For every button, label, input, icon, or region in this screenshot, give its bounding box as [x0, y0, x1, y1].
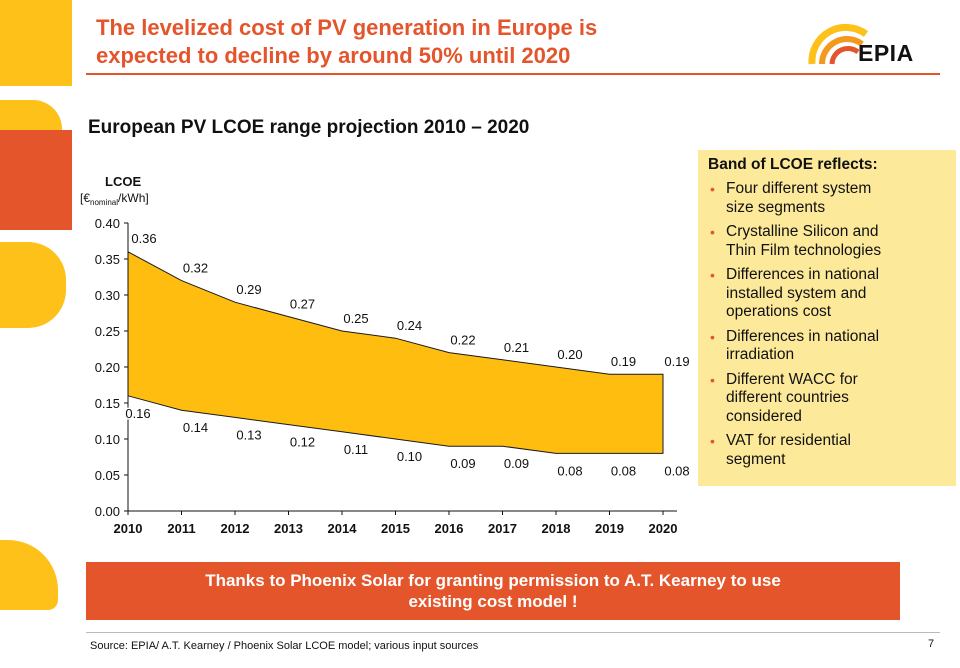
deco-yellow-block-2	[0, 242, 66, 328]
upper-data-label: 0.22	[450, 333, 475, 348]
x-tick-label: 2012	[221, 521, 250, 536]
page-number: 7	[928, 638, 935, 650]
info-item-installed-cost: Differences in national installed system…	[708, 266, 946, 322]
x-tick-label: 2010	[114, 521, 143, 536]
info-item-line: Thin Film technologies	[726, 241, 882, 259]
y-tick-label: 0.25	[95, 324, 120, 339]
deco-orange-block	[0, 130, 72, 230]
chart-title: European PV LCOE range projection 2010 –…	[88, 117, 530, 138]
info-box-heading: Band of LCOE reflects:	[708, 156, 878, 173]
y-tick-label: 0.05	[95, 468, 120, 483]
acknowledgement-banner: Thanks to Phoenix Solar for granting per…	[86, 562, 900, 620]
x-tick-label: 2011	[167, 521, 195, 536]
logo-arc-inner-icon	[829, 46, 860, 65]
lower-data-label: 0.09	[450, 456, 475, 471]
upper-data-label: 0.19	[664, 354, 689, 369]
banner-line-2: existing cost model !	[408, 592, 578, 611]
lower-data-label: 0.16	[125, 406, 150, 421]
x-tick-label: 2019	[595, 521, 624, 536]
info-item-line: Differences in national	[726, 327, 880, 345]
y-tick-label: 0.30	[95, 288, 120, 303]
lower-data-label: 0.10	[397, 449, 422, 464]
slide-title-line-1: The levelized cost of PV generation in E…	[96, 15, 598, 40]
y-axis-unit-suffix: /kWh]	[118, 191, 149, 205]
y-tick-label: 0.35	[95, 252, 120, 267]
info-item-line: irradiation	[726, 346, 795, 363]
info-item-line: Four different system	[726, 180, 872, 197]
x-tick-label: 2018	[542, 521, 571, 536]
y-axis-unit: [€nominal/kWh]	[80, 191, 149, 207]
y-tick-label: 0.00	[95, 504, 120, 519]
info-item-irradiation: Differences in national irradiation	[708, 328, 946, 365]
info-item-line: Different WACC for	[726, 370, 858, 388]
info-item-line: size segments	[726, 198, 826, 216]
upper-data-label: 0.36	[131, 231, 156, 246]
info-item-vat: VAT for residential segment	[708, 432, 946, 469]
logo-text: EPIA	[858, 40, 914, 66]
lcoe-chart: LCOE [€nominal/kWh] 0.00 0.05 0.10 0.15 0.20…	[80, 174, 691, 536]
lower-data-label: 0.08	[611, 463, 636, 478]
info-item-technologies: Crystalline Silicon and Thin Film techno…	[708, 223, 946, 260]
lower-data-label: 0.14	[183, 420, 208, 435]
y-axis-unit-sub: nominal	[90, 198, 118, 207]
y-tick-label: 0.40	[95, 216, 120, 231]
upper-data-label: 0.27	[290, 297, 315, 312]
x-tick-label: 2020	[649, 521, 678, 536]
slide-title: The levelized cost of PV generation in E…	[96, 14, 736, 70]
x-tick-label: 2017	[488, 521, 517, 536]
info-item-system-size: Four different system size segments	[708, 180, 946, 217]
footer-divider	[86, 632, 940, 633]
info-item-line: different countries	[726, 389, 849, 406]
info-item-line: segment	[726, 450, 786, 468]
lower-data-label: 0.13	[236, 427, 261, 442]
info-box: Band of LCOE reflects: Four different sy…	[698, 150, 956, 486]
upper-data-label: 0.21	[504, 340, 529, 355]
logo-arc-middle-icon	[819, 36, 864, 65]
deco-yellow-block-1	[0, 0, 72, 86]
epia-logo	[808, 23, 869, 65]
y-axis-title: LCOE [€nominal/kWh]	[80, 174, 149, 207]
y-axis-label: LCOE	[105, 174, 141, 189]
y-axis-unit-prefix: [€	[80, 191, 90, 205]
info-item-line: Differences in national	[726, 266, 880, 283]
y-tick-label: 0.20	[95, 360, 120, 375]
info-item-line: considered	[726, 407, 802, 425]
info-item-line: operations cost	[726, 303, 832, 320]
source-note: Source: EPIA/ A.T. Kearney / Phoenix Sol…	[90, 640, 479, 652]
lower-data-label: 0.08	[557, 463, 582, 478]
upper-data-label: 0.25	[343, 311, 368, 326]
x-tick-label: 2016	[435, 521, 464, 536]
lower-data-label: 0.09	[504, 456, 529, 471]
x-tick-label: 2015	[381, 521, 410, 536]
lower-data-label: 0.11	[344, 442, 368, 457]
upper-data-label: 0.29	[236, 282, 261, 297]
title-divider	[86, 73, 940, 75]
lower-data-label: 0.12	[290, 435, 315, 450]
logo-arc-outer-icon	[808, 23, 869, 65]
x-tick-label: 2014	[328, 521, 358, 536]
lower-data-label: 0.08	[664, 463, 689, 478]
upper-data-label: 0.20	[557, 347, 582, 362]
info-box-list: Four different system size segments Crys…	[708, 180, 946, 469]
upper-data-label: 0.32	[183, 261, 208, 276]
info-item-line: installed system and	[726, 284, 867, 302]
x-tick-label: 2013	[274, 521, 303, 536]
info-item-line: VAT for residential	[726, 432, 851, 449]
lcoe-band-area	[127, 250, 664, 454]
slide-title-line-2: expected to decline by around 50% until …	[96, 43, 571, 68]
upper-data-label: 0.24	[397, 318, 422, 333]
info-item-wacc: Different WACC for different countries c…	[708, 371, 946, 427]
upper-data-label: 0.19	[611, 354, 636, 369]
info-item-line: Crystalline Silicon and	[726, 223, 879, 240]
y-tick-label: 0.10	[95, 432, 120, 447]
y-tick-label: 0.15	[95, 396, 120, 411]
banner-line-1: Thanks to Phoenix Solar for granting per…	[205, 571, 781, 590]
